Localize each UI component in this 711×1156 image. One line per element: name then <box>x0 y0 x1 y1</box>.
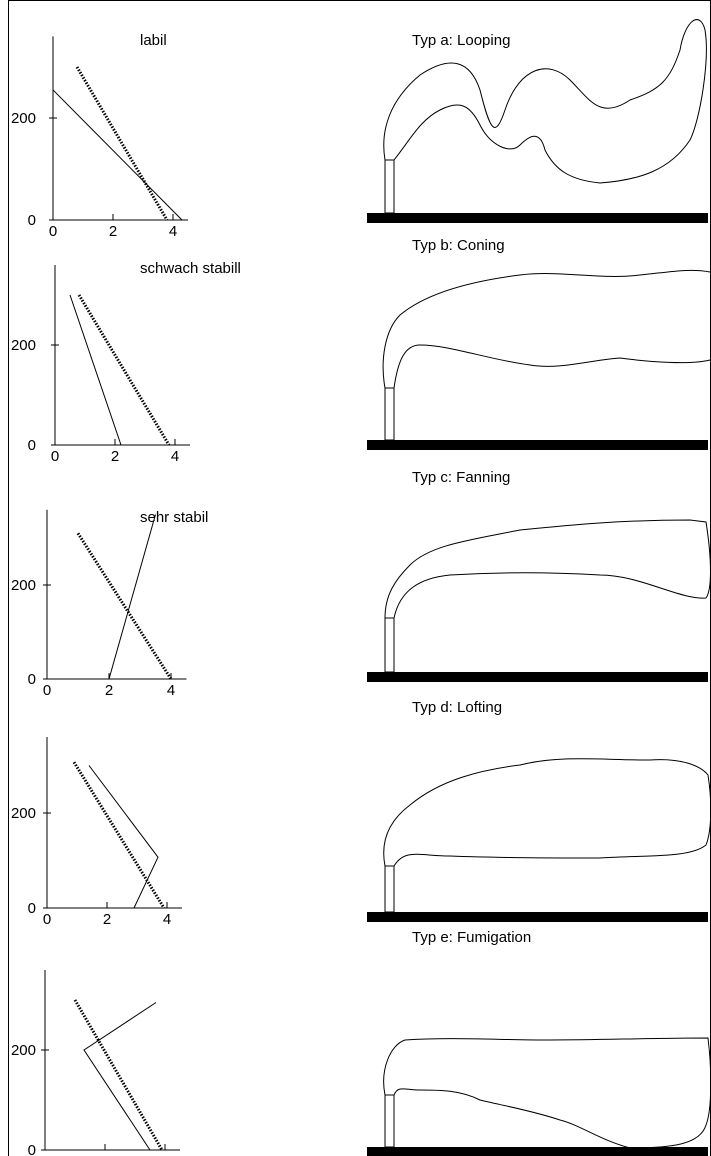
ground <box>367 672 708 682</box>
plume-label: Typ e: Fumigation <box>412 929 531 946</box>
profile-line <box>109 515 156 680</box>
chart-title: labil <box>140 32 167 49</box>
y-tick-label: 0 <box>28 671 36 688</box>
stack <box>385 1095 394 1147</box>
profile-line <box>53 90 182 220</box>
x-tick-label: 0 <box>49 223 57 240</box>
profile-line <box>84 1003 156 1151</box>
y-tick-label: 200 <box>11 110 36 127</box>
x-tick-label: 4 <box>171 448 179 465</box>
profile-line <box>89 766 158 909</box>
x-tick-label: 0 <box>43 682 51 699</box>
x-tick-label: 0 <box>51 448 59 465</box>
x-tick-label: 4 <box>169 223 177 240</box>
x-tick-label: 0 <box>43 911 51 928</box>
stack <box>385 388 394 440</box>
reference-line <box>78 533 171 679</box>
ground <box>367 1147 708 1156</box>
chart-title: sehr stabil <box>140 509 208 526</box>
ground <box>367 213 708 223</box>
plume <box>384 759 711 866</box>
ground <box>367 440 708 450</box>
frame <box>9 1 711 1156</box>
stack <box>385 866 394 912</box>
figure: Typ a: Looping Typ b: Coning Typ c: Fannin… <box>0 0 711 1156</box>
reference-line <box>74 762 164 908</box>
plume <box>383 270 710 388</box>
plume-diagrams <box>367 20 711 1156</box>
ground <box>367 912 708 922</box>
plume-label: Typ a: Looping <box>412 32 510 49</box>
x-tick-label: 4 <box>163 911 171 928</box>
x-tick-label: 4 <box>167 682 175 699</box>
plume <box>385 520 711 618</box>
plume <box>384 1038 711 1148</box>
x-tick-label: 2 <box>111 448 119 465</box>
reference-line <box>77 67 167 220</box>
profile-line <box>70 295 121 445</box>
stack <box>385 618 394 672</box>
y-tick-label: 0 <box>28 212 36 229</box>
plume-label: Typ d: Lofting <box>412 699 502 716</box>
reference-line <box>75 1000 162 1150</box>
plume-label: Typ b: Coning <box>412 237 505 254</box>
chart-title: schwach stabill <box>140 260 241 277</box>
x-tick-label: 2 <box>103 911 111 928</box>
y-tick-label: 0 <box>28 900 36 917</box>
plume-label: Typ c: Fanning <box>412 469 510 486</box>
y-tick-label: 200 <box>11 1042 36 1059</box>
y-tick-label: 0 <box>28 1142 36 1156</box>
x-tick-label: 2 <box>105 682 113 699</box>
y-tick-label: 200 <box>11 577 36 594</box>
x-tick-label: 2 <box>109 223 117 240</box>
reference-line <box>79 295 169 445</box>
y-tick-label: 200 <box>11 337 36 354</box>
y-tick-label: 0 <box>28 437 36 454</box>
stack <box>385 160 394 213</box>
y-tick-label: 200 <box>11 805 36 822</box>
